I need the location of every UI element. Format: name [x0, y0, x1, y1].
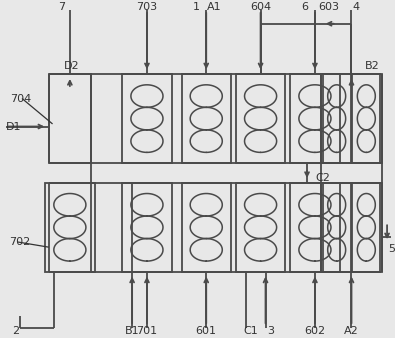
- Bar: [321, 183, 382, 272]
- Text: 702: 702: [9, 237, 30, 247]
- Text: 6: 6: [301, 2, 308, 12]
- Text: 1: 1: [193, 2, 200, 12]
- Text: 7: 7: [58, 2, 66, 12]
- Text: 5: 5: [389, 244, 395, 254]
- Text: 4: 4: [353, 2, 360, 12]
- Text: 601: 601: [196, 326, 217, 336]
- Text: B1: B1: [125, 326, 139, 336]
- Bar: [122, 183, 172, 272]
- Text: B2: B2: [365, 61, 379, 71]
- Bar: [236, 74, 285, 163]
- Bar: [182, 183, 231, 272]
- Text: 703: 703: [136, 2, 158, 12]
- Text: D2: D2: [64, 61, 80, 71]
- Bar: [323, 183, 350, 272]
- Bar: [352, 183, 380, 272]
- Text: C1: C1: [243, 326, 258, 336]
- Text: 704: 704: [11, 94, 32, 104]
- Bar: [236, 183, 285, 272]
- Bar: [352, 74, 380, 163]
- Text: A1: A1: [207, 2, 222, 12]
- Text: D1: D1: [6, 121, 21, 131]
- Bar: [290, 183, 340, 272]
- Text: 701: 701: [136, 326, 158, 336]
- Text: A2: A2: [344, 326, 359, 336]
- Text: 602: 602: [305, 326, 325, 336]
- Bar: [182, 74, 231, 163]
- Text: C2: C2: [315, 173, 330, 183]
- Bar: [321, 74, 382, 163]
- Bar: [323, 74, 350, 163]
- Bar: [49, 74, 90, 163]
- Text: 3: 3: [267, 326, 274, 336]
- Bar: [290, 74, 340, 163]
- Bar: [122, 74, 172, 163]
- Text: 603: 603: [318, 2, 339, 12]
- Text: 604: 604: [250, 2, 271, 12]
- Bar: [45, 183, 94, 272]
- Text: 2: 2: [12, 326, 19, 336]
